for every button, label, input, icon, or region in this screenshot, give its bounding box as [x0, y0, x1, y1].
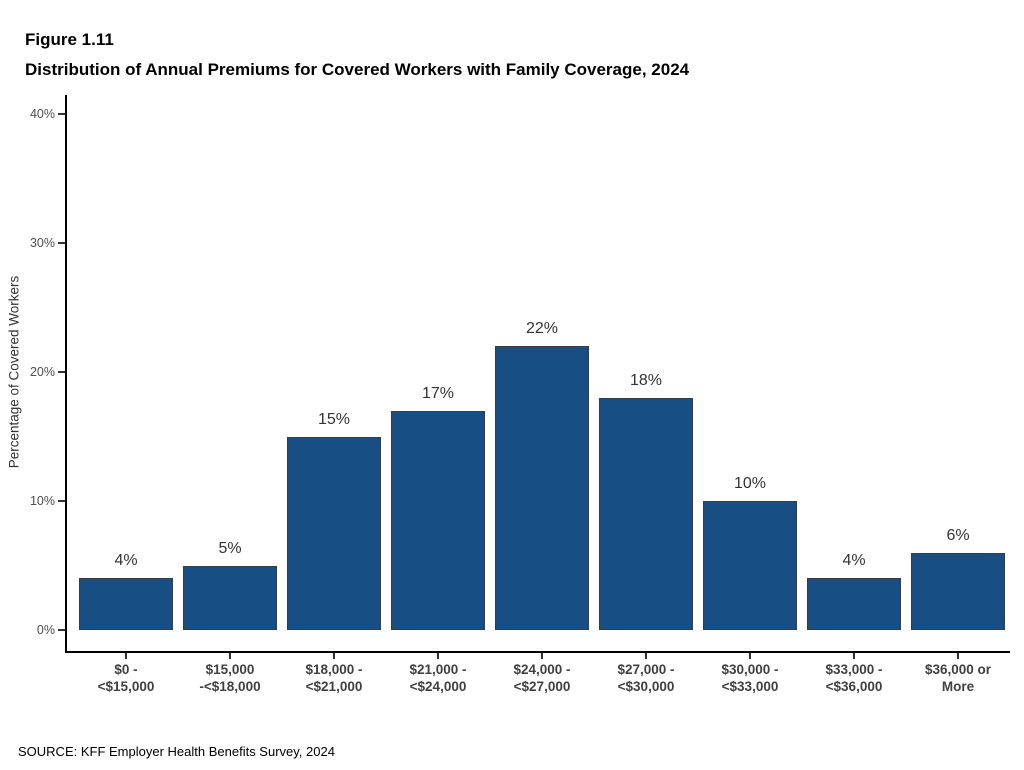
- y-tick-mark: [58, 629, 65, 631]
- x-axis-category-label: $21,000 - <$24,000: [409, 662, 467, 694]
- y-tick-mark: [58, 500, 65, 502]
- y-tick-label: 0%: [36, 623, 55, 637]
- bar-value-label: 4%: [114, 552, 138, 570]
- bar-value-label: 6%: [946, 526, 970, 544]
- source-note: SOURCE: KFF Employer Health Benefits Sur…: [18, 744, 335, 759]
- bar: [599, 397, 693, 630]
- bar-value-label: 17%: [421, 384, 455, 402]
- bar: [79, 578, 173, 630]
- x-tick-mark: [541, 653, 543, 659]
- x-tick-mark: [749, 653, 751, 659]
- x-axis-category-label: $30,000 - <$33,000: [721, 662, 779, 694]
- x-tick-mark: [853, 653, 855, 659]
- y-tick-mark: [58, 371, 65, 373]
- x-axis-line: [65, 651, 1010, 653]
- y-tick-mark: [58, 113, 65, 115]
- x-tick-mark: [437, 653, 439, 659]
- bar: [391, 410, 485, 630]
- bar: [287, 436, 381, 630]
- bar-value-label: 4%: [842, 552, 866, 570]
- x-tick-mark: [645, 653, 647, 659]
- bar: [183, 565, 277, 630]
- x-axis-category-label: $18,000 - <$21,000: [305, 662, 363, 694]
- figure-number: Figure 1.11: [25, 30, 114, 49]
- bar-value-label: 18%: [629, 371, 663, 389]
- x-axis-category-label: $36,000 or More: [924, 662, 992, 694]
- x-axis-category-label: $33,000 - <$36,000: [825, 662, 883, 694]
- y-tick-label: 30%: [29, 236, 55, 250]
- x-tick-mark: [229, 653, 231, 659]
- y-tick-label: 10%: [29, 494, 55, 508]
- bar-value-label: 22%: [525, 320, 559, 338]
- x-tick-mark: [125, 653, 127, 659]
- bar-value-label: 5%: [218, 539, 242, 557]
- y-tick-label: 40%: [29, 107, 55, 121]
- bar-value-label: 10%: [733, 475, 767, 492]
- bar: [703, 501, 797, 630]
- bar: [807, 578, 901, 630]
- y-tick-label: 20%: [29, 365, 55, 379]
- x-axis-category-label: $15,000 -<$18,000: [199, 662, 261, 694]
- x-tick-mark: [957, 653, 959, 659]
- figure-title: Distribution of Annual Premiums for Cove…: [25, 60, 690, 79]
- x-axis-category-label: $0 - <$15,000: [97, 662, 155, 694]
- bar-value-label: 15%: [317, 410, 351, 428]
- x-tick-mark: [333, 653, 335, 659]
- y-axis-line: [65, 95, 67, 653]
- bar: [495, 346, 589, 630]
- bar: [911, 552, 1005, 630]
- y-tick-mark: [58, 242, 65, 244]
- x-axis-category-label: $24,000 - <$27,000: [513, 662, 571, 694]
- x-axis-category-label: $27,000 - <$30,000: [617, 662, 675, 694]
